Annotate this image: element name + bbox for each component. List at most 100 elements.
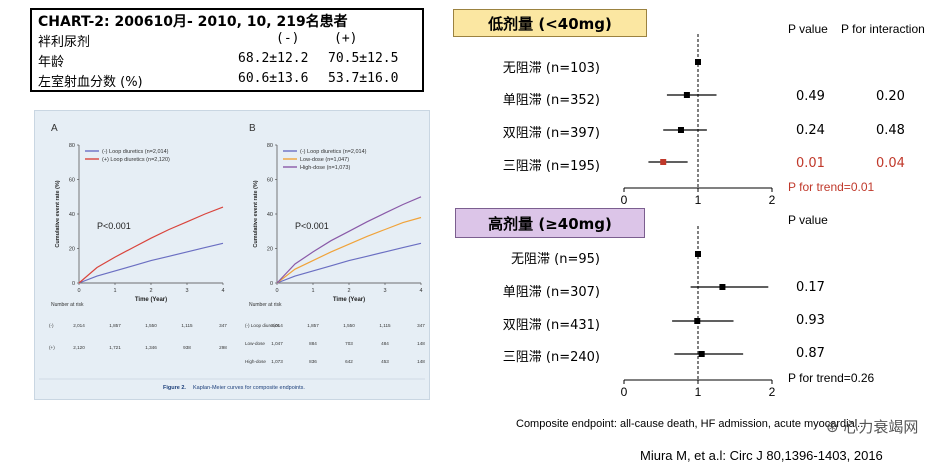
panel-b-letter: B — [249, 123, 256, 134]
panel-a-y-tick-label: 20 — [69, 247, 75, 253]
panel-b-risk-row-group: High-dose — [245, 359, 266, 364]
panel-b-risk-row-value: 1,073 — [271, 359, 283, 364]
panel-a-x-axis-title: Time (Year) — [135, 297, 167, 303]
forest-high-tick-label: 2 — [769, 385, 776, 399]
panel-b-risk-row-group: (-) Loop diuretics — [245, 323, 280, 328]
panel-b-legend-entry-0: (-) Loop diuretics (n=2,014) — [300, 149, 367, 155]
forest-high-tick-label: 1 — [695, 385, 702, 399]
panel-b-series-line-1 — [276, 216, 422, 284]
high-row-3-p: 0.87 — [796, 346, 825, 361]
low-row-1-p: 0.49 — [796, 89, 825, 104]
panel-a-y-tick-label: 60 — [69, 178, 75, 184]
panel-b-y-tick-label: 80 — [267, 143, 273, 149]
forest-low-plot: 0 1 2 — [621, 34, 776, 207]
high-row-3-label: 三阻滞 (n=240) — [502, 350, 600, 365]
panel-a-y-axis-title: Cumulative event rate (%) — [55, 180, 61, 247]
panel-a-risk-row-value: 1,346 — [145, 345, 157, 350]
forest-high-point-3 — [698, 351, 705, 357]
watermark-text: 心力衰竭网 — [843, 418, 919, 436]
panel-a-risk-row-value: 1,115 — [181, 323, 193, 328]
info-header-label: 袢利尿剂 — [38, 35, 91, 50]
panel-b-series-line-2 — [276, 196, 422, 284]
info-row-lvef-pos: 53.7±16.0 — [328, 71, 399, 86]
info-row-age-pos: 70.5±12.5 — [328, 51, 399, 66]
panel-a-number-at-risk-label: Number at risk — [51, 302, 84, 308]
forest-plot-svg: 0 1 2 0 1 2 — [621, 34, 776, 399]
panel-a-legend-entry-0: (-) Loop diuretics (n=2,014) — [102, 149, 169, 155]
panel-b-risk-row-value: 148 — [417, 359, 425, 364]
watermark-logo-icon: ⊛ — [826, 418, 839, 436]
forest-low-point-3 — [660, 159, 667, 165]
panel-b-legend-entry-1: Low-dose (n=1,047) — [300, 157, 349, 163]
panel-a: 0 20 40 60 80 0 1 2 3 4 Time (Year) Cumulative even… — [49, 143, 227, 350]
panel-b-risk-row-value: 642 — [345, 359, 353, 364]
panel-a-risk-row-value: 1,550 — [145, 323, 157, 328]
high-row-0-label: 无阻滞 (n=95) — [511, 252, 600, 267]
panel-b-risk-row-value: 148 — [417, 341, 425, 346]
panel-b-legend-entry-2: High-dose (n=1,073) — [300, 165, 350, 171]
panel-b-number-at-risk-label: Number at risk — [249, 302, 282, 308]
forest-low-point-2 — [677, 127, 684, 133]
forest-high-point-1 — [719, 284, 726, 290]
panel-a-y-tick-label: 80 — [69, 143, 75, 149]
panel-a-risk-row-group: (-) — [49, 323, 54, 328]
forest-high-plot: 0 1 2 — [621, 226, 776, 399]
panel-a-risk-row-value: 347 — [219, 323, 227, 328]
forest-high-point-2 — [694, 318, 701, 324]
forest-low-point-1 — [683, 92, 690, 98]
panel-b-risk-row-value: 484 — [381, 341, 389, 346]
info-box: CHART-2: 200610月- 2010, 10, 219名患者 袢利尿剂 … — [30, 8, 424, 92]
info-row-lvef-label: 左室射血分数 (%) — [38, 75, 143, 90]
panel-a-risk-row-value: 298 — [219, 345, 227, 350]
info-row-age-neg: 68.2±12.2 — [238, 51, 309, 66]
figure-caption-text: Kaplan-Meier curves for composite endpoi… — [193, 385, 305, 391]
panel-b-risk-row-value: 1,115 — [379, 323, 391, 328]
low-pvalue-header: P value — [788, 22, 828, 36]
panel-a-letter: A — [51, 123, 58, 134]
forest-low-tick-label: 0 — [621, 193, 628, 207]
panel-a-risk-row-value: 2,014 — [73, 323, 85, 328]
panel-b-series-line-0 — [276, 242, 422, 284]
low-dose-header: 低剂量 (<40mg) — [453, 9, 647, 37]
info-row-age-label: 年龄 — [38, 55, 65, 70]
panel-b-risk-row-value: 703 — [345, 341, 353, 346]
panel-b-risk-row-value: 884 — [309, 341, 317, 346]
low-row-0-label: 无阻滞 (n=103) — [502, 61, 600, 76]
high-row-1-label: 单阻滞 (n=307) — [502, 285, 600, 300]
panel-b-risk-row-value: 1,857 — [307, 323, 319, 328]
panel-a-x-tick-label: 1 — [113, 288, 116, 294]
km-figure-panel: A B 0 20 40 60 80 0 1 2 3 4 Time (Year) Cumulative … — [34, 110, 430, 400]
panel-a-x-tick-label: 2 — [149, 288, 152, 294]
panel-a-x-tick-label: 4 — [221, 288, 224, 294]
low-row-2-pint: 0.48 — [876, 123, 905, 138]
panel-b-x-tick-label: 1 — [311, 288, 314, 294]
panel-b-risk-row-value: 836 — [309, 359, 317, 364]
panel-b-y-tick-label: 60 — [267, 178, 273, 184]
forest-high-point-0 — [695, 251, 701, 257]
panel-b-y-tick-label: 0 — [270, 281, 273, 287]
high-row-2-p: 0.93 — [796, 313, 825, 328]
footnote: Composite endpoint: all-cause death, HF … — [516, 418, 867, 430]
panel-a-x-tick-label: 3 — [185, 288, 188, 294]
low-row-3-pint: 0.04 — [876, 156, 905, 171]
info-row-lvef-neg: 60.6±13.6 — [238, 71, 309, 86]
panel-a-risk-row-value: 2,120 — [73, 345, 85, 350]
high-pvalue-header: P value — [788, 213, 828, 227]
panel-b-x-tick-label: 3 — [383, 288, 386, 294]
panel-b-x-tick-label: 2 — [347, 288, 350, 294]
panel-b-x-axis-title: Time (Year) — [333, 297, 365, 303]
low-pinteraction-header: P for interaction — [841, 22, 925, 36]
panel-b-risk-row-value: 1,047 — [271, 341, 283, 346]
info-col-pos: (+) — [334, 31, 358, 46]
panel-b-risk-row-value: 453 — [381, 359, 389, 364]
panel-a-risk-row-value: 1,721 — [109, 345, 121, 350]
panel-a-pvalue-label: P<0.001 — [97, 221, 131, 231]
forest-high-tick-label: 0 — [621, 385, 628, 399]
low-row-1-pint: 0.20 — [876, 89, 905, 104]
forest-low-tick-label: 2 — [769, 193, 776, 207]
low-trend: P for trend=0.01 — [788, 180, 875, 194]
km-figure-bg — [35, 111, 429, 399]
high-row-2-label: 双阻滞 (n=431) — [502, 318, 600, 333]
panel-b-y-tick-label: 20 — [267, 247, 273, 253]
panel-a-y-tick-label: 0 — [72, 281, 75, 287]
